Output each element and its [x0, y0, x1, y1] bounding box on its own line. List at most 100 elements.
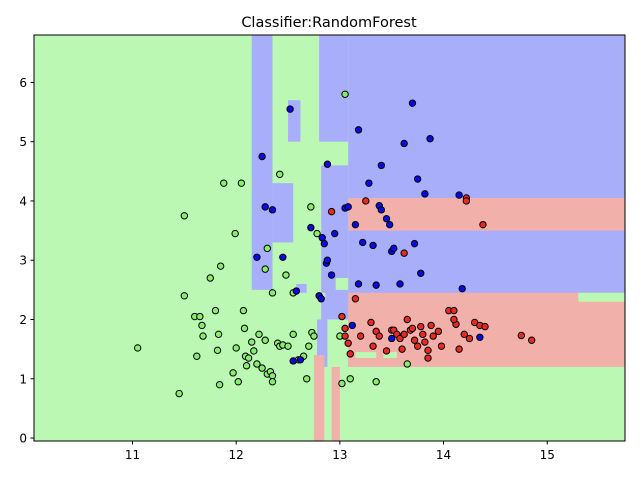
- point-green: [284, 342, 292, 350]
- point-blue: [354, 126, 363, 134]
- point-green: [180, 212, 189, 220]
- point-green: [282, 271, 290, 279]
- point-red: [344, 339, 352, 347]
- point-green: [258, 364, 266, 372]
- point-green: [305, 342, 313, 350]
- point-red: [462, 197, 471, 205]
- x-axis: 11 12 13 14 15: [125, 441, 555, 462]
- point-green: [180, 292, 189, 300]
- point-blue: [261, 203, 269, 211]
- point-blue: [390, 244, 398, 253]
- point-blue: [320, 239, 329, 248]
- point-green: [234, 378, 242, 386]
- point-blue: [286, 105, 294, 113]
- data-points: [133, 90, 536, 398]
- point-blue: [289, 357, 297, 365]
- point-blue: [458, 284, 466, 293]
- point-green: [175, 389, 183, 398]
- point-red: [398, 345, 406, 353]
- region-red: [331, 366, 340, 441]
- point-red: [417, 322, 425, 331]
- point-blue: [258, 152, 266, 161]
- point-green: [237, 179, 246, 187]
- region-blue: [317, 319, 328, 367]
- point-red: [455, 345, 463, 353]
- point-blue: [410, 239, 419, 248]
- x-tick-label: 12: [229, 448, 244, 462]
- point-blue: [400, 139, 408, 148]
- point-blue: [396, 280, 404, 288]
- point-red: [427, 321, 435, 330]
- point-red: [356, 332, 365, 340]
- point-red: [460, 330, 468, 339]
- point-green: [220, 179, 228, 187]
- point-green: [198, 321, 206, 330]
- point-green: [346, 375, 354, 383]
- point-green: [276, 170, 284, 178]
- y-tick-label: 4: [19, 194, 27, 208]
- point-green: [214, 330, 223, 339]
- point-green: [229, 369, 237, 377]
- point-green: [261, 265, 269, 273]
- point-red: [429, 332, 437, 340]
- region-blue: [319, 35, 349, 142]
- point-blue: [330, 229, 339, 238]
- region-blue: [251, 35, 273, 290]
- point-blue: [327, 271, 336, 279]
- point-red: [437, 342, 446, 350]
- point-green: [231, 229, 239, 238]
- point-green: [215, 380, 224, 389]
- point-red: [413, 342, 422, 350]
- point-green: [289, 330, 297, 339]
- point-blue: [421, 190, 429, 198]
- point-red: [341, 332, 349, 340]
- point-green: [248, 338, 256, 346]
- plot-area: [34, 35, 625, 441]
- point-red: [351, 295, 360, 303]
- point-blue: [344, 203, 352, 211]
- chart-title: Classifier:RandomForest: [241, 15, 417, 31]
- point-red: [450, 306, 458, 315]
- point-blue: [426, 135, 434, 143]
- point-red: [424, 346, 432, 355]
- point-green: [250, 347, 258, 355]
- point-blue: [372, 281, 380, 289]
- region-blue: [296, 283, 307, 293]
- point-red: [375, 332, 383, 340]
- point-green: [268, 289, 277, 297]
- point-green: [403, 360, 411, 368]
- point-red: [527, 336, 536, 344]
- point-green: [255, 330, 263, 339]
- region-green: [383, 352, 397, 359]
- point-green: [372, 378, 380, 386]
- point-blue: [382, 215, 391, 223]
- point-blue: [377, 161, 386, 170]
- point-red: [346, 350, 354, 358]
- point-blue: [348, 321, 357, 330]
- x-tick-label: 11: [125, 448, 140, 462]
- region-green: [335, 278, 349, 290]
- point-blue: [354, 280, 363, 288]
- point-blue: [292, 287, 301, 295]
- point-red: [517, 331, 526, 340]
- decision-regions: [251, 35, 625, 441]
- point-red: [410, 336, 419, 344]
- point-green: [253, 360, 261, 368]
- point-green: [302, 375, 311, 383]
- point-green: [338, 379, 346, 388]
- region-green: [348, 366, 625, 441]
- point-blue: [358, 238, 367, 247]
- point-green: [193, 352, 201, 360]
- y-axis: 0 1 2 3 4 5 6: [19, 76, 34, 446]
- point-red: [434, 327, 443, 336]
- point-red: [362, 197, 370, 205]
- point-green: [216, 262, 225, 270]
- point-blue: [268, 206, 277, 214]
- point-blue: [365, 179, 373, 187]
- point-green: [313, 229, 321, 238]
- point-blue: [413, 175, 422, 183]
- plot-frame: [33, 34, 626, 442]
- point-blue: [323, 160, 332, 168]
- region-red: [313, 355, 325, 441]
